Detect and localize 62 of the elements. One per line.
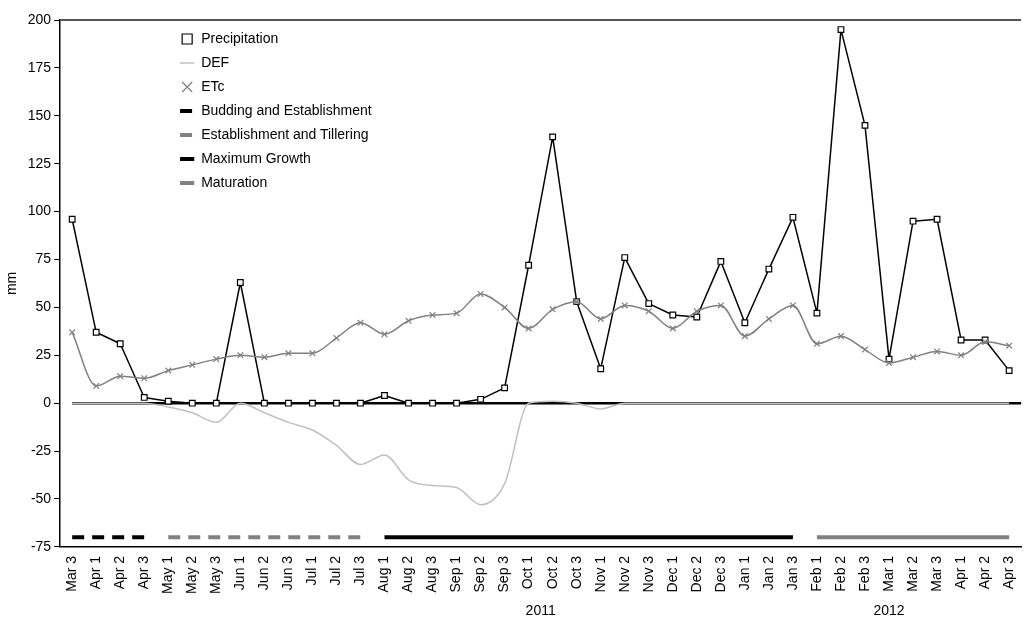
x-tick-label: Mar 3 <box>927 555 944 592</box>
x-tick-label: Dec 3 <box>711 555 728 593</box>
x-tick-label: Jan 3 <box>783 555 800 591</box>
x-tick-label: Sep 3 <box>495 555 512 593</box>
x-tick-label: Apr 3 <box>999 555 1016 590</box>
x-tick-label: Mar 3 <box>63 555 80 592</box>
x-tick-label: Jul 1 <box>303 555 320 586</box>
x-tick-label: Mar 1 <box>879 555 896 592</box>
x-tick-label: Feb 1 <box>807 555 824 592</box>
x-tick-label: Jan 2 <box>759 555 776 591</box>
x-tick-label: Nov 3 <box>639 555 656 593</box>
legend-label: ETc <box>201 77 225 94</box>
x-tick-label: Jul 3 <box>351 555 368 586</box>
x-tick-label: Feb 3 <box>855 555 872 592</box>
y-tick-label: -75 <box>30 537 52 554</box>
x-tick-label: Feb 2 <box>831 555 848 592</box>
y-tick-label: 0 <box>43 394 52 411</box>
x-tick-label: Aug 2 <box>399 555 416 593</box>
x-tick-label: Mar 2 <box>903 555 920 592</box>
x-tick-label: Nov 1 <box>591 555 608 593</box>
x-tick-label: Oct 1 <box>519 555 536 590</box>
y-tick-label: 200 <box>27 10 52 27</box>
x-tick-label: Apr 3 <box>135 555 152 590</box>
x-tick-label: May 2 <box>183 555 200 594</box>
x-tick-label: Jun 3 <box>279 555 296 591</box>
y-tick-label: 50 <box>35 298 52 315</box>
x-tick-label: Nov 2 <box>615 555 632 593</box>
x-tick-label: Jun 1 <box>231 555 248 591</box>
legend-label: Budding and Establishment <box>201 101 372 118</box>
x-tick-label: May 1 <box>159 555 176 594</box>
x-tick-label: Apr 2 <box>975 555 992 590</box>
y-tick-label: 25 <box>35 346 52 363</box>
legend-label: DEF <box>201 53 230 70</box>
x-tick-label: Oct 2 <box>543 555 560 590</box>
x-tick-label: Sep 1 <box>447 555 464 593</box>
x-tick-label: Oct 3 <box>567 555 584 590</box>
y-axis-title: mm <box>3 271 20 296</box>
x-tick-label: Dec 2 <box>687 555 704 593</box>
legend-label: Establishment and Tillering <box>201 125 369 142</box>
legend-label: Maximum Growth <box>201 149 311 166</box>
text: 2011 <box>525 601 556 618</box>
x-tick-label: Jun 2 <box>255 555 272 591</box>
y-tick-label: 150 <box>27 106 52 123</box>
x-tick-label: Aug 3 <box>423 555 440 593</box>
x-tick-label: Jan 1 <box>735 555 752 591</box>
x-tick-label: Apr 1 <box>951 555 968 590</box>
x-tick-label: May 3 <box>207 555 224 594</box>
x-tick-label: Apr 2 <box>111 555 128 590</box>
y-tick-label: 125 <box>27 154 52 171</box>
y-tick-label: 100 <box>27 202 52 219</box>
text: 2012 <box>873 601 905 618</box>
legend-label: Maturation <box>201 173 268 190</box>
x-tick-label: Aug 1 <box>375 555 392 593</box>
y-tick-label: -25 <box>30 441 52 458</box>
x-tick-label: Apr 1 <box>87 555 104 590</box>
x-tick-label: Sep 2 <box>471 555 488 593</box>
legend-label: Precipitation <box>201 29 279 46</box>
y-tick-label: -50 <box>30 489 52 506</box>
y-tick-label: 75 <box>35 250 52 267</box>
x-tick-label: Jul 2 <box>327 555 344 586</box>
y-tick-label: 175 <box>27 58 52 75</box>
x-tick-label: Dec 1 <box>663 555 680 593</box>
